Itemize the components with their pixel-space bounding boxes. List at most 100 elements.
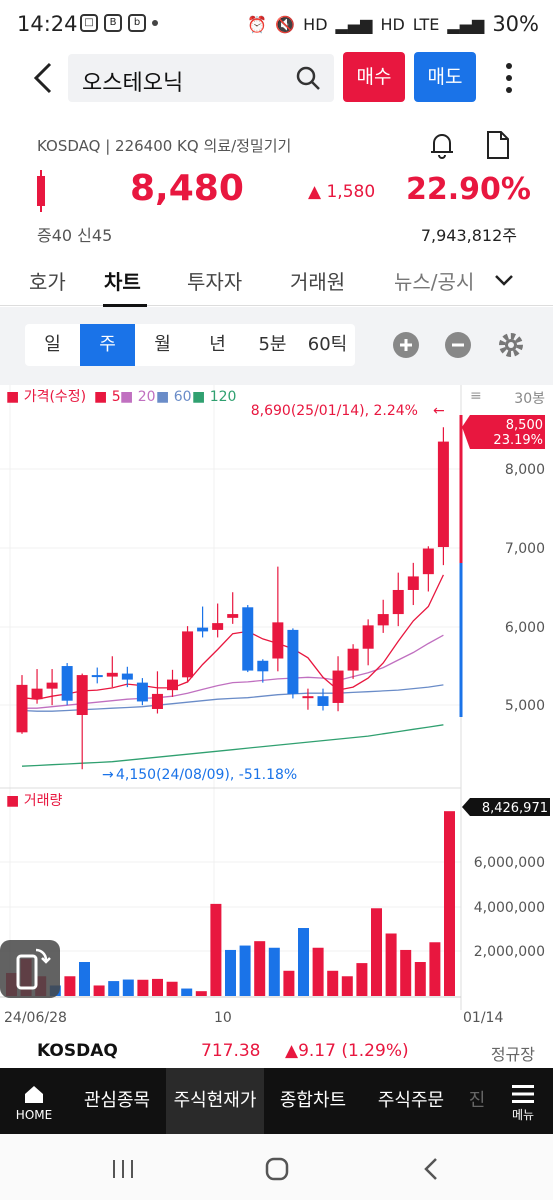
zoom-out-icon[interactable] [445,332,471,358]
candle-body [377,614,389,626]
ma120-line [21,724,444,767]
ma20-line [22,634,444,709]
stock-info-panel: KOSDAQ | 226400 KQ 의료/정밀기기 8,480 ▲ 1,580… [0,120,553,260]
legend-volume: ■ 거래량 [6,793,62,809]
candle-body [332,670,344,703]
status-bar: 14:24 □ B b ⏰ 🔇 HD ▂▄▆ HD LTE ▂▄▆ 30% [0,0,553,50]
app-notification-icon: b [128,14,146,32]
more-menu-icon[interactable] [496,58,522,98]
period-month[interactable]: 월 [154,334,171,355]
volume-bar [108,981,120,996]
high-arrow: ← [433,403,445,419]
volume-bar [371,908,382,996]
price-axis: 8,000 7,000 6,000 5,000 [505,462,545,714]
buy-button[interactable]: 매수 [343,52,405,102]
stock-search-box[interactable]: 오스테오닉 [68,54,334,102]
chevron-down-icon[interactable] [492,268,516,292]
volume-bar [239,945,251,996]
candle-body [16,684,28,733]
app-notification-icon: □ [80,14,98,32]
recent-apps-icon[interactable] [110,1158,136,1180]
volume-bar [327,970,339,996]
period-5min[interactable]: 5분 [258,334,287,355]
status-time: 14:24 [17,12,78,36]
home-icon [25,1086,43,1103]
current-rate-tag-value: 23.19% [493,433,543,448]
volume-bar [152,978,163,996]
period-year[interactable]: 년 [209,334,226,355]
legend-ma20-label: 20 [138,389,156,405]
volume-bar [341,976,353,996]
period-day[interactable]: 일 [44,334,61,355]
candlestick-chart-svg[interactable]: ■ 가격(수정) ■ 5 ■ 20 ■ 60 ■ 120 ≡ 30봉 8,690… [0,385,553,1035]
stock-chart[interactable]: ■ 가격(수정) ■ 5 ■ 20 ■ 60 ■ 120 ≡ 30봉 8,690… [0,385,553,1035]
tab-order-book[interactable]: 호가 [29,270,66,294]
nav-chart[interactable]: 종합차트 [279,1090,347,1111]
rotate-screen-button[interactable] [0,940,60,998]
bell-icon[interactable] [428,130,456,160]
tab-chart[interactable]: 차트 [104,270,141,294]
volume-bar [166,981,178,996]
back-arrow-icon[interactable] [26,60,62,96]
status-icons: ⏰ 🔇 HD ▂▄▆ HD LTE ▂▄▆ 30% [247,12,539,36]
document-icon[interactable] [485,130,511,160]
period-60tick[interactable]: 60틱 [307,334,348,355]
active-tab-indicator [103,304,147,307]
tab-investor[interactable]: 투자자 [187,270,243,294]
bottom-navigation: HOME 관심종목 주식현재가 종합차트 주식주문 진 메뉴 [0,1068,553,1134]
tab-broker[interactable]: 거래원 [290,270,346,294]
volume-axis-label: 6,000,000 [474,855,545,871]
candle-body [362,625,374,649]
candle-body [136,682,148,702]
price-change: ▲ 1,580 [308,182,376,202]
low-arrow: → [102,767,114,783]
market-code-sector: KOSDAQ | 226400 KQ 의료/정밀기기 [37,137,292,155]
search-icon[interactable] [294,64,322,92]
volume-axis-label: 4,000,000 [474,900,545,916]
legend-ma120: ■ 120 [192,389,236,405]
low-annotation: 4,150(24/08/09), -51.18% [116,767,297,783]
volume-bar [122,979,134,996]
home-button-icon[interactable] [264,1156,290,1182]
signal-icon: ▂▄▆ [447,14,485,34]
candle-body [106,672,118,677]
candle-body [167,679,178,691]
nav-home[interactable]: HOME [0,1068,68,1134]
gear-icon[interactable] [496,330,526,360]
legend-price-label: 가격(수정) [24,389,86,405]
system-navigation-bar [0,1134,553,1200]
candle-body [407,576,419,590]
period-week[interactable]: 주 [80,324,135,366]
mute-icon: 🔇 [275,14,296,34]
period-selector: 일 주 월 년 5분 60틱 [25,324,355,366]
market-index-bar[interactable]: KOSDAQ 717.38 ▲9.17 (1.29%) 정규장 [0,1035,553,1068]
stock-name: 오스테오닉 [82,71,184,96]
volume-bar [429,942,441,996]
chart-menu-icon[interactable]: ≡ [470,388,482,404]
nav-more-hint[interactable]: 진 [468,1090,486,1111]
tab-news[interactable]: 뉴스/공시 [394,270,475,294]
index-name: KOSDAQ [37,1041,118,1061]
battery-level: 30% [492,12,539,36]
nav-watchlist[interactable]: 관심종목 [83,1090,151,1111]
nav-menu[interactable]: 메뉴 [493,1068,553,1134]
nav-order[interactable]: 주식주문 [377,1090,445,1111]
sell-button[interactable]: 매도 [414,52,476,102]
nav-home-label: HOME [15,1108,53,1122]
legend-ma5-label: 5 [112,389,121,405]
legend-ma60: ■ 60 [156,389,192,405]
current-price-tag [462,415,545,449]
candle-body [182,631,194,678]
volte-label: HD [303,14,328,34]
volume-bar [356,963,368,996]
notification-icons: □ B b [80,14,158,32]
volume-bar [283,970,295,996]
candle-body [242,607,254,671]
system-back-icon[interactable] [420,1156,442,1182]
volume-tag [462,798,550,816]
candle-body [272,622,284,659]
zoom-in-icon[interactable] [393,332,419,358]
candle-body [302,696,314,699]
nav-current-price[interactable]: 주식현재가 [166,1068,264,1134]
index-value: 717.38 [201,1041,261,1061]
